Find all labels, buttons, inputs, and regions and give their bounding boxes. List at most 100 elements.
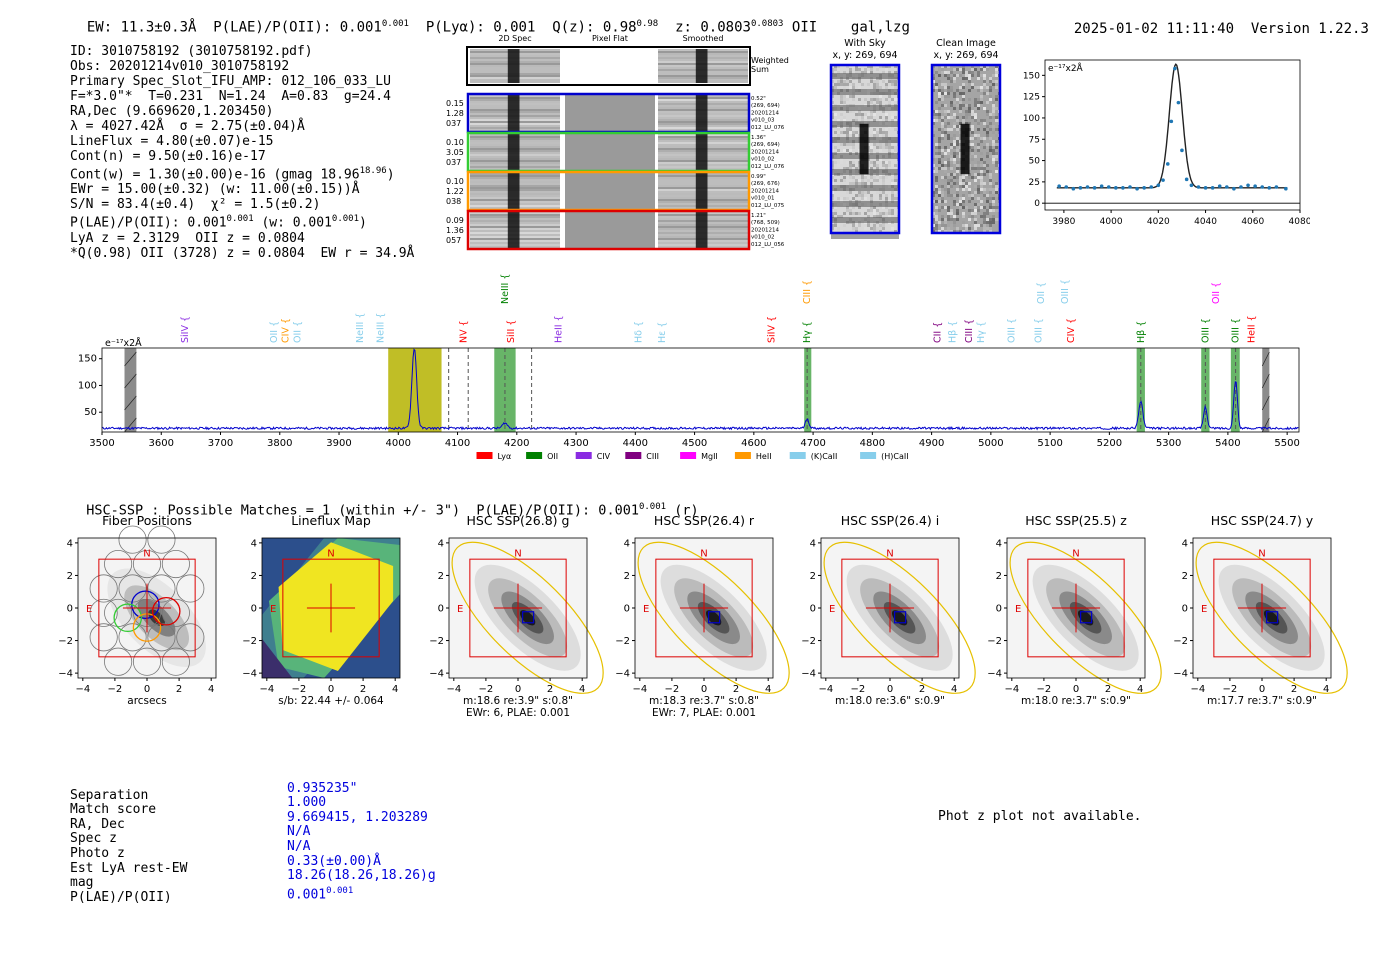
sky-pixel (938, 203, 941, 206)
sky-pixel (980, 158, 983, 161)
sky-pixel (941, 164, 944, 167)
y-tick-label: −2 (801, 636, 816, 647)
match-box (1266, 611, 1279, 624)
sky-pixel (971, 167, 974, 170)
x-tick-label: 2 (176, 684, 182, 695)
sky-pixel (849, 164, 852, 167)
y-tick-label: 2 (438, 571, 444, 582)
sky-pixel (873, 86, 876, 89)
sky-pixel (983, 194, 986, 197)
sky-pixel (986, 221, 989, 224)
sky-pixel (968, 188, 971, 191)
panel-title: HSC SSP(26.8) g (467, 513, 570, 528)
sky-pixel (888, 146, 891, 149)
sky-pixel (947, 158, 950, 161)
sky-pixel (831, 95, 834, 98)
sky-pixel (888, 209, 891, 212)
sky-pixel (849, 110, 852, 113)
x-tick-label: 4 (1323, 684, 1329, 695)
sky-pixel (885, 71, 888, 74)
sky-pixel (944, 95, 947, 98)
sky-pixel (947, 185, 950, 188)
y-tick-label: 0 (996, 604, 1002, 615)
sky-pixel (974, 113, 977, 116)
sky-pixel (846, 65, 849, 68)
sky-pixel (885, 143, 888, 146)
sky-pixel (861, 119, 864, 122)
y-tick-label: 2 (251, 571, 257, 582)
sky-pixel (983, 104, 986, 107)
hatch (1261, 395, 1270, 411)
sky-pixel (962, 194, 965, 197)
sky-pixel (983, 122, 986, 125)
sky-pixel (947, 173, 950, 176)
x-tick-label: 3700 (208, 438, 233, 449)
sky-pixel (876, 68, 879, 71)
panel-caption: m:18.3 re:3.7" s:0.8" (649, 695, 759, 707)
sky-pixel (935, 185, 938, 188)
sky-pixel (932, 77, 935, 80)
spectral-line-label: OIII { (1007, 318, 1018, 343)
cutout-left-label: 1.36 (446, 226, 464, 235)
x-tick-label: 5300 (1156, 438, 1181, 449)
sky-pixel (944, 71, 947, 74)
sky-pixel (834, 191, 837, 194)
sky-pixel (831, 194, 834, 197)
sky-pixel (846, 110, 849, 113)
fiber-circle (161, 647, 190, 676)
sky-pixel (852, 86, 855, 89)
sky-pixel (989, 95, 992, 98)
sky-pixel (953, 140, 956, 143)
legend-swatch (680, 452, 697, 459)
spectral-line-label: NV { (458, 320, 469, 343)
sky-pixel (932, 170, 935, 173)
x-tick-label: −4 (75, 684, 90, 695)
sky-pixel (855, 65, 858, 68)
sky-pixel (995, 164, 998, 167)
cutout-image (658, 134, 748, 170)
data-point (1114, 186, 1118, 190)
sky-pixel (837, 71, 840, 74)
sky-pixel (968, 71, 971, 74)
sky-pixel (989, 122, 992, 125)
sky-pixel (971, 74, 974, 77)
sky-pixel (888, 80, 891, 83)
sky-pixel (876, 83, 879, 86)
sky-pixel (956, 74, 959, 77)
sky-pixel (995, 65, 998, 68)
sky-pixel (938, 113, 941, 116)
sky-pixel (974, 68, 977, 71)
sky-pixel (983, 227, 986, 230)
sky-pixel (989, 173, 992, 176)
sky-pixel (941, 224, 944, 227)
x-tick-label: −4 (1004, 684, 1019, 695)
sky-pixel (867, 215, 870, 218)
sky-pixel (935, 218, 938, 221)
sky-fiber-row (831, 217, 899, 223)
sky-pixel (968, 173, 971, 176)
y-tick-label: 0 (438, 604, 444, 615)
sky-pixel (938, 185, 941, 188)
spectral-line-label: NeIII { (355, 313, 366, 343)
sky-pixel (980, 200, 983, 203)
sky-pixel (977, 101, 980, 104)
sky-pixel (956, 194, 959, 197)
sky-pixel (980, 152, 983, 155)
sky-pixel (870, 161, 873, 164)
match-box (522, 611, 535, 624)
data-point (1239, 185, 1243, 189)
sky-pixel (873, 164, 876, 167)
east-label: E (829, 604, 835, 615)
sky-pixel (992, 185, 995, 188)
sky-pixel (995, 119, 998, 122)
sky-pixel (983, 161, 986, 164)
x-tick-label: 4900 (919, 438, 944, 449)
sky-pixel (834, 212, 837, 215)
sky-pixel (992, 197, 995, 200)
sky-pixel (852, 98, 855, 101)
sky-pixel (885, 167, 888, 170)
sky-pixel (879, 176, 882, 179)
galaxy-isophote (891, 610, 908, 626)
sky-pixel (935, 146, 938, 149)
spectral-line-label: SiII { (506, 320, 517, 343)
